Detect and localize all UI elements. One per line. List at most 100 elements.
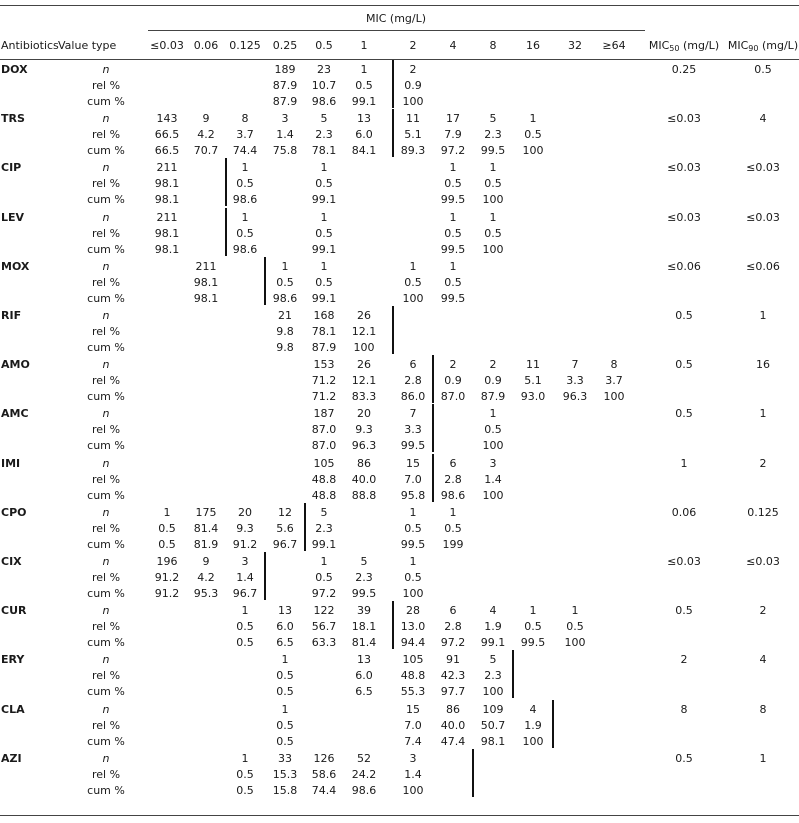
breakpoint-line xyxy=(392,109,394,158)
mic-value-cell: 0.5 xyxy=(236,177,254,191)
mic-value-cell: 4 xyxy=(529,702,537,716)
value-type-label: rel % xyxy=(91,325,121,338)
mic-value-cell: 7.9 xyxy=(444,128,462,142)
mic-value-cell: 5.6 xyxy=(276,521,294,535)
mic-value-cell: 2.8 xyxy=(404,374,422,388)
value-type-label: n xyxy=(102,751,110,765)
mic-value-cell: 99.5 xyxy=(400,537,426,551)
value-type-label: cum % xyxy=(87,587,125,600)
mic50-value: 0.5 xyxy=(675,309,693,322)
mic-value-cell: 2.8 xyxy=(444,472,462,486)
mic-value-cell: 74.4 xyxy=(311,783,337,797)
mic-value-cell: 89.3 xyxy=(400,144,426,158)
mic-value-cell: 97.7 xyxy=(440,685,466,699)
mic-value-cell: 99.5 xyxy=(400,439,426,453)
mic90-unit: (mg/L) xyxy=(758,39,799,52)
antibiotic-name: CIP xyxy=(1,161,22,175)
mic90-value: 4 xyxy=(759,112,767,126)
breakpoint-line xyxy=(432,453,434,502)
mic-value-cell: 1.4 xyxy=(484,472,502,486)
mic-value-cell: 81.4 xyxy=(351,636,377,650)
value-type-label: rel % xyxy=(91,767,121,781)
breakpoint-line xyxy=(392,60,394,108)
mic-value-cell: 52 xyxy=(357,751,371,765)
mic-value-cell: 1 xyxy=(449,161,457,175)
mic-value-cell: 99.1 xyxy=(351,95,377,108)
mic-value-cell: 15 xyxy=(406,456,420,470)
mic-value-cell: 15.8 xyxy=(272,783,298,797)
value-type-label: rel % xyxy=(91,79,121,92)
mic-value-cell: 100 xyxy=(482,439,504,453)
mic-value-cell: 1 xyxy=(163,505,171,519)
antibiotic-name: MOX xyxy=(1,259,30,273)
mic-value-cell: 3.7 xyxy=(236,128,254,142)
mic-value-cell: 87.0 xyxy=(311,423,337,437)
value-type-label: rel % xyxy=(91,472,121,486)
value-type-label: cum % xyxy=(87,242,125,256)
mic-value-cell: 1 xyxy=(320,161,328,175)
mic-value-cell: 143 xyxy=(156,112,178,126)
mic-value-cell: 55.3 xyxy=(400,685,426,699)
mic-value-cell: 1 xyxy=(281,653,289,667)
mic-value-cell: 58.6 xyxy=(311,767,337,781)
mic-value-cell: 0.5 xyxy=(158,537,176,551)
mic-value-cell: 0.5 xyxy=(524,128,542,142)
mic-value-cell: 1 xyxy=(449,259,457,273)
value-type-label: cum % xyxy=(87,439,125,453)
mic-value-cell: 1 xyxy=(529,112,537,126)
mic-value-cell: 168 xyxy=(313,309,335,322)
antibiotic-name: AMO xyxy=(1,358,30,372)
breakpoint-line xyxy=(264,256,266,305)
mic-value-cell: 98.1 xyxy=(154,177,180,191)
mic50-unit: (mg/L) xyxy=(679,39,720,52)
mic-value-cell: 66.5 xyxy=(154,144,180,158)
mic-value-cell: 0.5 xyxy=(444,521,462,535)
mic-value-cell: 6.0 xyxy=(355,128,373,142)
mic-value-cell: 98.6 xyxy=(232,193,258,207)
mic-value-cell: 1.9 xyxy=(484,620,502,634)
mic90-value: ≤0.03 xyxy=(746,555,780,568)
mic-value-cell: 26 xyxy=(357,309,371,322)
mic50-value: ≤0.03 xyxy=(667,112,701,126)
mic-value-cell: 40.0 xyxy=(351,472,377,486)
mic-value-cell: 1.4 xyxy=(236,571,254,584)
mic50-value: 0.06 xyxy=(671,505,697,519)
mic-value-cell: 2.3 xyxy=(315,128,333,142)
value-type-label: cum % xyxy=(87,341,125,354)
value-type-label: rel % xyxy=(91,374,121,388)
mic-value-cell: 0.9 xyxy=(404,79,422,92)
breakpoint-line xyxy=(392,601,394,650)
value-type-label: n xyxy=(102,112,110,126)
mic-value-cell: 78.1 xyxy=(311,144,337,158)
mic-value-cell: 98.6 xyxy=(440,488,466,502)
mic-value-cell: 99.1 xyxy=(311,193,337,207)
mic-value-cell: 1 xyxy=(489,210,497,224)
mic-value-cell: 1 xyxy=(360,63,368,76)
mic-value-cell: 0.5 xyxy=(404,275,422,289)
mic-value-cell: 0.5 xyxy=(315,275,333,289)
mic-value-cell: 100 xyxy=(522,734,544,748)
mic90-value: 1 xyxy=(759,407,767,421)
mic-value-cell: 100 xyxy=(522,144,544,158)
mic-value-cell: 0.5 xyxy=(444,226,462,240)
mic-value-cell: 1.4 xyxy=(276,128,294,142)
mic-col-header: ≥64 xyxy=(602,39,626,52)
mic-value-cell: 87.0 xyxy=(311,439,337,453)
breakpoint-line xyxy=(392,306,394,354)
mic-col-header: 1 xyxy=(360,39,368,52)
value-type-label: cum % xyxy=(87,783,125,797)
mic-value-cell: 9.3 xyxy=(355,423,373,437)
mic-value-cell: 24.2 xyxy=(351,767,377,781)
breakpoint-line xyxy=(432,404,434,453)
mic-value-cell: 1 xyxy=(281,702,289,716)
mic90-value: 1 xyxy=(759,751,767,765)
mic-value-cell: 95.8 xyxy=(400,488,426,502)
antibiotic-name: TRS xyxy=(1,112,25,126)
mic-value-cell: 99.1 xyxy=(311,242,337,256)
mic-value-cell: 2.3 xyxy=(355,571,373,584)
antibiotics-header: Antibiotics xyxy=(1,39,59,52)
mic90-value: 16 xyxy=(756,358,770,372)
mic-value-cell: 66.5 xyxy=(154,128,180,142)
mic-col-header: ≤0.03 xyxy=(150,39,184,52)
